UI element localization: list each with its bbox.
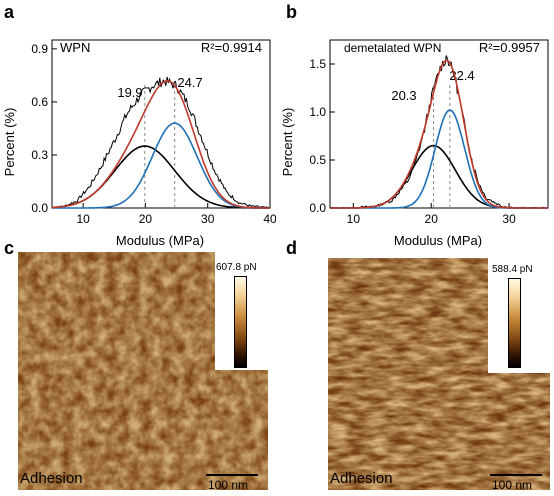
afm-c-caption: Adhesion [20, 470, 83, 487]
chart-a-peak-fit-2 [52, 122, 270, 209]
chart-a-r2: R²=0.9914 [201, 40, 262, 55]
scalebar-c [206, 474, 258, 476]
chart-a-ytick-label-0: 0.0 [31, 201, 48, 215]
chart-b-xlabel: Modulus (MPa) [394, 233, 482, 248]
scalebar-d-label: 100 nm [492, 478, 533, 492]
panel-letter-b: b [286, 2, 297, 22]
chart-a-peak1-label: 19.9 [117, 85, 142, 100]
chart-b-peak1-label: 20.3 [391, 88, 416, 103]
chart-b-sample-label: demetalated WPN [344, 41, 441, 55]
chart-b-peak-fit-2 [330, 109, 548, 209]
colorbar-c [234, 276, 247, 368]
chart-a-histogram-line [51, 76, 271, 209]
scalebar-d [490, 474, 542, 476]
chart-b-peak-fit-1 [330, 144, 548, 209]
chart-b-ylabel: Percent (%) [280, 108, 295, 177]
chart-a-ytick-label-3: 0.9 [31, 42, 48, 56]
colorbar-d-max-label: 588.4 pN [492, 264, 533, 275]
chart-b-ytick-label-2: 1.0 [309, 105, 326, 119]
chart-a-xlabel: Modulus (MPa) [116, 233, 204, 248]
chart-b-ytick-label-1: 0.5 [309, 153, 326, 167]
chart-b-ytick-label-0: 0.0 [309, 201, 326, 215]
chart-b-xtick-label-1: 20 [425, 212, 439, 226]
afm-adhesion-image-d [328, 258, 550, 490]
chart-a-xtick-label-3: 40 [263, 212, 276, 226]
chart-a-ytick-label-1: 0.3 [31, 148, 48, 162]
chart-a-axes-frame [51, 39, 271, 209]
chart-a-xtick-label-0: 10 [76, 212, 90, 226]
chart-b-xtick-label-0: 10 [347, 212, 361, 226]
chart-a-ytick-label-2: 0.6 [31, 95, 48, 109]
chart-a-total-fit [51, 80, 270, 209]
modulus-chart-wpn: Percent (%) Modulus (MPa) WPN R²=0.9914 … [2, 39, 276, 248]
modulus-chart-demetalated-wpn: Percent (%) Modulus (MPa) demetalated WP… [280, 39, 549, 248]
colorbar-d [508, 278, 521, 368]
afm-adhesion-image-c [18, 252, 268, 490]
chart-a-xtick-label-2: 30 [201, 212, 215, 226]
chart-a-ylabel: Percent (%) [2, 108, 17, 177]
chart-b-axes-frame [329, 39, 549, 209]
chart-a-peak2-label: 24.7 [177, 75, 202, 90]
panel-letter-a: a [4, 2, 15, 22]
chart-b-xtick-label-2: 30 [502, 212, 516, 226]
panel-letter-c: c [4, 238, 15, 258]
chart-a-peak-fit-1 [51, 145, 270, 209]
chart-a-sample-label: WPN [60, 40, 90, 55]
chart-b-ytick-label-3: 1.5 [309, 57, 326, 71]
scalebar-c-label: 100 nm [208, 478, 249, 492]
colorbar-c-max-label: 607.8 pN [216, 262, 257, 273]
chart-b-r2: R²=0.9957 [479, 40, 540, 55]
chart-a-xtick-label-1: 20 [139, 212, 153, 226]
chart-b-total-fit [330, 59, 548, 209]
afm-d-caption: Adhesion [330, 470, 393, 487]
panel-letter-d: d [286, 238, 297, 258]
